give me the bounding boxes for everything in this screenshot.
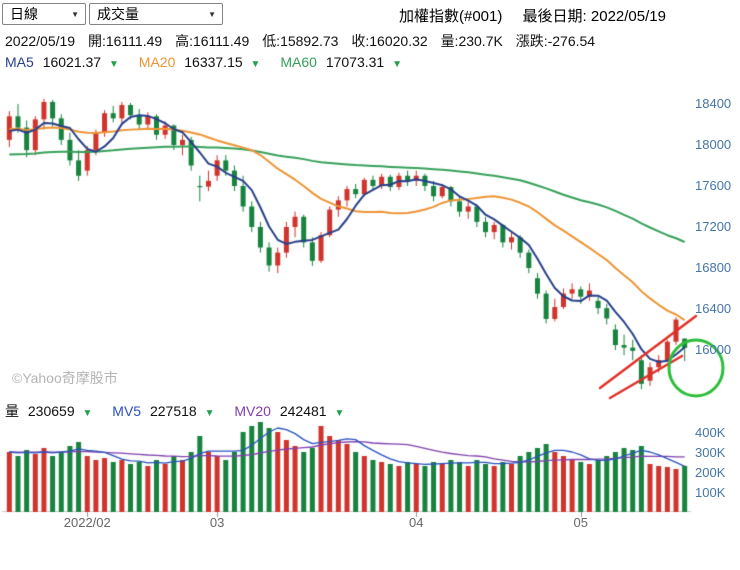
- mv5-label: MV5: [112, 403, 142, 419]
- ma-legend-row: MA5 16021.37 ▼ MA20 16337.15 ▼ MA60 1707…: [5, 54, 418, 70]
- down-arrow-icon: ▼: [392, 59, 403, 70]
- x-axis-label: 05: [573, 515, 588, 530]
- x-axis-label: 04: [409, 515, 424, 530]
- ma60-value: 17073.31: [325, 54, 385, 70]
- down-arrow-icon: ▼: [250, 59, 261, 70]
- price-axis-label: 16000: [695, 342, 732, 357]
- x-axis-label: 03: [209, 515, 225, 530]
- mv20-legend: MV20 242481 ▼: [234, 403, 344, 419]
- quote-high: 高:16111.49: [175, 33, 250, 49]
- quote-date: 2022/05/19: [5, 33, 76, 49]
- volume-axis-label: 400K: [695, 425, 726, 440]
- down-arrow-icon: ▼: [334, 408, 345, 419]
- indicator-select-value: 成交量: [97, 6, 139, 22]
- ma20-label: MA20: [138, 54, 176, 70]
- down-arrow-icon: ▼: [82, 408, 93, 419]
- volume-legend-row: 量 230659 ▼ MV5 227518 ▼ MV20 242481 ▼: [5, 401, 360, 421]
- volume-label: 量: [5, 403, 19, 419]
- quote-change: 漲跌:-276.54: [515, 33, 596, 49]
- quote-close: 收:16020.32: [351, 33, 428, 49]
- price-axis-label: 18000: [695, 137, 732, 152]
- ma20-value: 16337.15: [184, 54, 243, 70]
- volume-legend: 量 230659 ▼: [5, 403, 96, 419]
- price-axis-label: 17200: [695, 219, 732, 234]
- quote-row: 2022/05/19 開:16111.49 高:16111.49 低:15892…: [5, 31, 604, 51]
- quote-low: 低:15892.73: [262, 33, 339, 49]
- quote-open: 開:16111.49: [87, 33, 163, 49]
- ma60-label: MA60: [280, 54, 317, 70]
- x-axis-label: 2022/02: [63, 515, 111, 530]
- mv5-legend: MV5 227518 ▼: [112, 403, 218, 419]
- down-arrow-icon: ▼: [204, 408, 215, 419]
- watermark: ©Yahoo奇摩股市: [12, 370, 118, 386]
- price-axis-label: 16800: [695, 260, 732, 275]
- period-select-value: 日線: [10, 6, 38, 22]
- volume-axis-label: 100K: [695, 485, 726, 500]
- price-axis-label: 17600: [695, 178, 732, 193]
- price-axis-label: 18400: [695, 96, 732, 111]
- chevron-down-icon: ▼: [208, 9, 216, 19]
- chart-title: 加權指數(#001) 最後日期: 2022/05/19: [399, 5, 666, 26]
- ma5-value: 16021.37: [42, 54, 102, 70]
- chevron-down-icon: ▼: [71, 9, 79, 19]
- ma5-legend: MA5 16021.37 ▼: [5, 54, 123, 70]
- ma5-label: MA5: [5, 54, 34, 70]
- period-select[interactable]: 日線 ▼: [2, 3, 86, 25]
- price-axis-label: 16400: [695, 301, 732, 316]
- indicator-select[interactable]: 成交量 ▼: [89, 3, 223, 25]
- symbol-name: 加權指數(#001): [399, 8, 503, 25]
- down-arrow-icon: ▼: [108, 59, 119, 70]
- volume-axis-label: 200K: [695, 465, 726, 480]
- mv20-label: MV20: [234, 403, 271, 419]
- volume-value: 230659: [27, 403, 75, 419]
- last-date-label: 最後日期: 2022/05/19: [522, 8, 666, 25]
- ma60-legend: MA60 17073.31 ▼: [280, 54, 402, 70]
- ma20-legend: MA20 16337.15 ▼: [139, 54, 265, 70]
- quote-volume: 量:230.7K: [440, 33, 503, 49]
- mv20-value: 242481: [279, 403, 327, 419]
- volume-axis-label: 300K: [695, 445, 726, 460]
- mv5-value: 227518: [149, 403, 197, 419]
